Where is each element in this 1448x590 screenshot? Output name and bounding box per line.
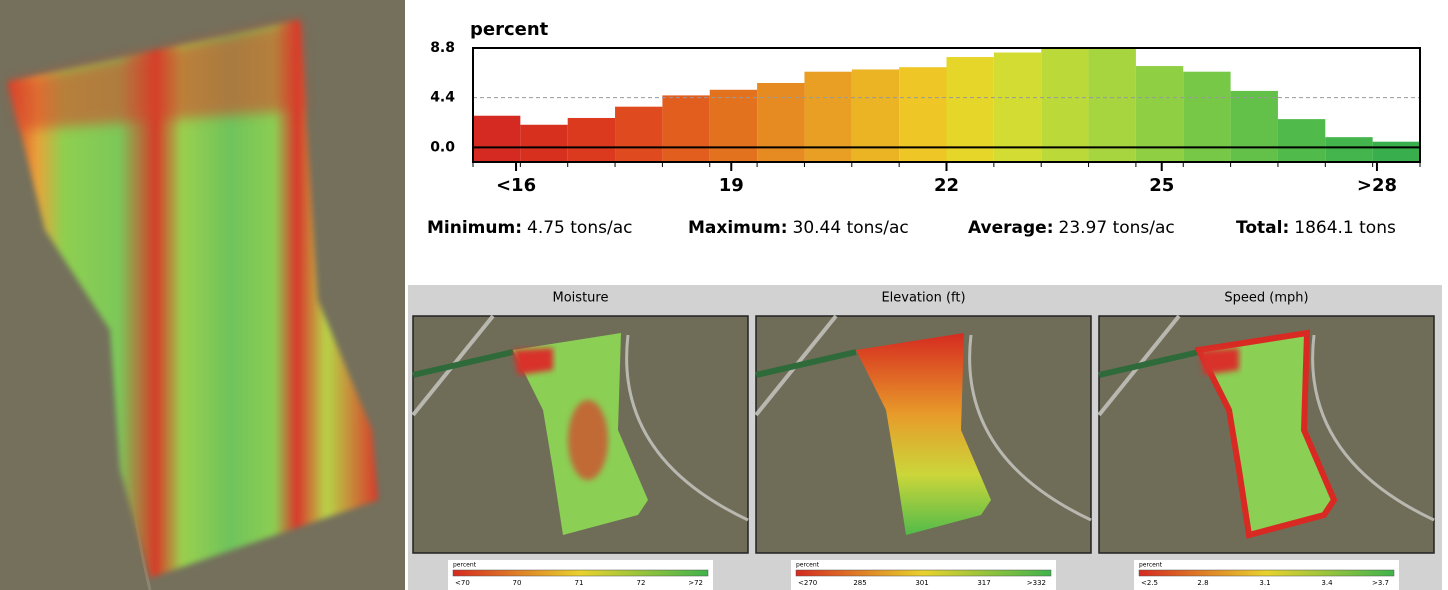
legend-bar [1139,570,1394,576]
chart-title: percent [470,19,549,40]
x-tick-label: >28 [1357,175,1397,196]
y-tick-label: 4.4 [430,90,455,106]
bar [1089,48,1136,162]
bar [473,116,520,162]
legend-label: >72 [688,579,703,587]
legend-label: 285 [853,579,866,587]
legend-title: percent [1139,562,1163,569]
field-red [568,400,608,480]
bar [710,90,757,162]
screen: percent 8.8 4.4 0.0 <16 19 22 25 >28 Minimum:4.75… [0,0,1448,590]
legend-label: >3.7 [1372,579,1389,587]
legend-bar [453,570,708,576]
bar [662,95,709,162]
bar [1041,48,1088,162]
legend-label: 3.1 [1259,579,1270,587]
stat: Minimum:4.75 tons/ac [427,218,632,238]
bar [1183,72,1230,162]
stat-value: 1864.1 tons [1294,218,1396,238]
bar [1325,137,1372,162]
panel-title: Speed (mph) [1224,291,1308,306]
legend-label: 3.4 [1321,579,1333,587]
stat-label: Total: [1236,218,1289,238]
legend-label: 2.8 [1197,579,1208,587]
stat-value: 23.97 tons/ac [1059,218,1175,238]
bar [568,118,615,162]
legend-label: <2.5 [1141,579,1158,587]
panel-title: Moisture [553,291,609,306]
bar [994,53,1041,162]
x-tick-label: 25 [1149,175,1174,196]
bar [757,83,804,162]
legend-label: 72 [637,579,646,587]
legend-label: 301 [915,579,928,587]
bar [1278,119,1325,162]
bar [1231,91,1278,162]
stat-label: Average: [968,218,1054,238]
bar [520,125,567,162]
bar [1373,142,1420,162]
bar [947,57,994,162]
stat: Average:23.97 tons/ac [968,218,1175,238]
legend-title: percent [796,562,820,569]
legend-bar [796,570,1051,576]
panel-title: Elevation (ft) [881,291,965,306]
stat-label: Minimum: [427,218,522,238]
legend-label: 70 [513,579,522,587]
legend-label: >332 [1027,579,1046,587]
stat-value: 4.75 tons/ac [527,218,632,238]
legend-label: 317 [977,579,990,587]
legend-title: percent [453,562,477,569]
bar [804,72,851,162]
stat: Total:1864.1 tons [1236,218,1396,238]
legend-label: <70 [455,579,470,587]
legend-label: 71 [575,579,584,587]
x-tick-label: 19 [719,175,744,196]
y-tick-label: 8.8 [430,40,455,56]
stat: Maximum:30.44 tons/ac [688,218,909,238]
satellite-map [0,0,405,590]
bar [615,107,662,162]
stat-value: 30.44 tons/ac [793,218,909,238]
x-tick-label: 22 [934,175,959,196]
legend-label: <270 [798,579,817,587]
stat-label: Maximum: [688,218,788,238]
y-tick-label: 0.0 [430,139,455,155]
page: percent 8.8 4.4 0.0 <16 19 22 25 >28 Minimum:4.75… [0,0,1448,590]
x-tick-label: <16 [496,175,536,196]
